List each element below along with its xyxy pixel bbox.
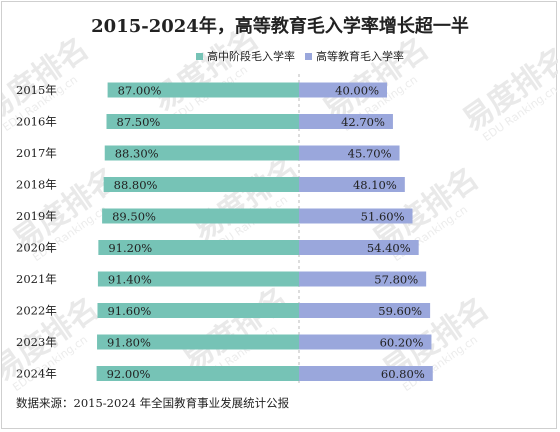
- bar-row: 2016年 87.50% 42.70%: [16, 114, 393, 129]
- data-label-left: 89.50%: [112, 210, 156, 224]
- category-label: 2018年: [16, 178, 57, 192]
- data-label-left: 87.50%: [117, 115, 161, 129]
- data-label-right: 57.80%: [374, 273, 418, 287]
- bar-row: 2022年 91.60% 59.60%: [16, 303, 431, 318]
- bar-left: [106, 114, 299, 129]
- category-label: 2015年: [16, 83, 57, 97]
- bar-right: [299, 177, 405, 192]
- bar-right: [299, 208, 413, 224]
- bar-left: [98, 240, 299, 255]
- category-label: 2016年: [16, 115, 57, 129]
- data-label-left: 91.20%: [108, 241, 152, 255]
- chart-title: 2015-2024年，高等教育毛入学率增长超一半: [91, 15, 469, 37]
- category-label: 2017年: [16, 146, 57, 160]
- bar-left: [104, 145, 300, 161]
- legend-label-1: 高中阶段毛入学率: [207, 49, 295, 63]
- data-label-left: 91.80%: [107, 336, 151, 350]
- data-label-right: 45.70%: [348, 147, 392, 161]
- source-note: 数据来源：2015-2024 年全国教育事业发展统计公报: [16, 396, 290, 410]
- data-label-left: 88.30%: [115, 147, 159, 161]
- data-label-left: 91.40%: [108, 273, 152, 287]
- legend-swatch-2: [305, 53, 312, 60]
- bar-row: 2023年 91.80% 60.20%: [16, 334, 432, 350]
- bar-left: [103, 177, 299, 192]
- bar-right: [299, 82, 387, 98]
- bar-right: [299, 366, 433, 381]
- category-label: 2023年: [16, 335, 57, 349]
- bar-left: [97, 303, 299, 318]
- category-label: 2024年: [16, 367, 57, 381]
- bar-right: [299, 334, 432, 350]
- data-label-right: 60.80%: [381, 367, 425, 381]
- legend: 高中阶段毛入学率 高等教育毛入学率: [196, 49, 404, 63]
- data-label-right: 59.60%: [378, 304, 422, 318]
- bar-left: [97, 271, 299, 287]
- data-label-left: 87.00%: [118, 84, 162, 98]
- bar-row: 2018年 88.80% 48.10%: [16, 177, 405, 192]
- data-label-left: 88.80%: [114, 178, 158, 192]
- bar-row: 2015年 87.00% 40.00%: [16, 82, 387, 98]
- data-label-right: 42.70%: [341, 115, 385, 129]
- data-label-left: 91.60%: [107, 304, 151, 318]
- bar-left: [107, 82, 299, 98]
- bar-row: 2024年 92.00% 60.80%: [16, 366, 433, 381]
- bar-left: [96, 366, 299, 381]
- bar-left: [102, 208, 299, 224]
- data-label-right: 51.60%: [361, 210, 405, 224]
- bar-row: 2021年 91.40% 57.80%: [16, 271, 427, 287]
- category-label: 2021年: [16, 272, 57, 286]
- bar-left: [97, 334, 299, 350]
- bar-right: [299, 240, 419, 255]
- data-label-left: 92.00%: [107, 367, 151, 381]
- category-label: 2022年: [16, 304, 57, 318]
- bar-right: [299, 145, 400, 161]
- data-label-right: 60.20%: [380, 336, 424, 350]
- bar-right: [299, 114, 393, 129]
- legend-swatch-1: [196, 53, 203, 60]
- bar-right: [299, 303, 431, 318]
- bar-rows: 2015年 87.00% 40.00% 2016年 87.50% 42.70% 2017年 8…: [16, 82, 433, 381]
- legend-label-2: 高等教育毛入学率: [316, 49, 404, 63]
- bar-right: [299, 271, 427, 287]
- bar-row: 2017年 88.30% 45.70%: [16, 145, 400, 161]
- category-label: 2020年: [16, 241, 57, 255]
- bar-row: 2020年 91.20% 54.40%: [16, 240, 419, 255]
- bar-row: 2019年 89.50% 51.60%: [16, 208, 413, 224]
- data-label-right: 40.00%: [335, 84, 379, 98]
- category-label: 2019年: [16, 209, 57, 223]
- data-label-right: 48.10%: [353, 178, 397, 192]
- data-label-right: 54.40%: [367, 241, 411, 255]
